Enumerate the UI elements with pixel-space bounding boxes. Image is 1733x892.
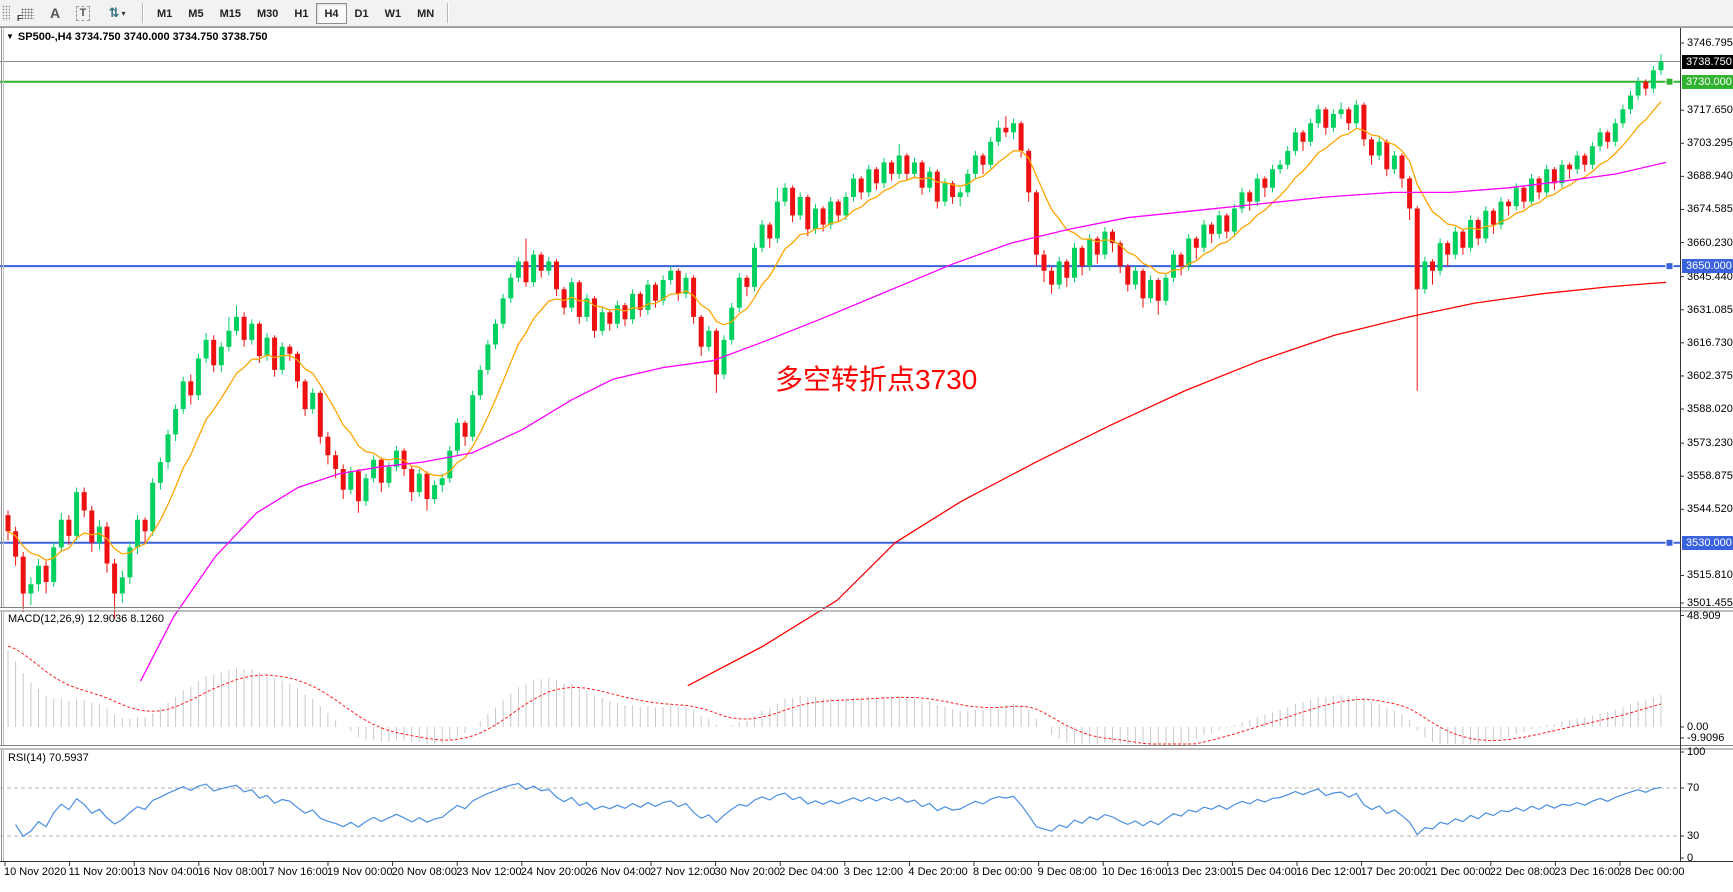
timeframe-m15[interactable]: M15	[212, 3, 249, 24]
macd-histogram	[7, 650, 1662, 744]
ma-mid-magenta[interactable]	[140, 161, 1667, 682]
chart-title[interactable]: ▼ SP500-,H4 3734.750 3740.000 3734.750 37…	[6, 31, 267, 43]
timeframe-h4[interactable]: H4	[316, 2, 347, 24]
dropdown-caret-icon: ▾	[121, 8, 126, 18]
chart-annotation: 多空转折点3730	[775, 364, 978, 395]
ma-slow-red[interactable]	[687, 281, 1667, 687]
hline-3730-handle[interactable]	[1665, 77, 1674, 86]
toolbar: F A T ⇅ ▾ M1 M5 M15 M30 H1 H4 D1 W1 MN	[0, 0, 1733, 27]
timeframe-m5[interactable]: M5	[180, 3, 211, 24]
symbol-dropdown-icon[interactable]: ▼	[6, 32, 14, 41]
ma-fast-orange[interactable]	[7, 101, 1662, 562]
text-label-icon[interactable]: A	[42, 3, 68, 24]
toolbar-separator	[447, 3, 450, 23]
timeframe-h1[interactable]: H1	[286, 3, 316, 24]
timeframe-m30[interactable]: M30	[249, 3, 286, 24]
grid-f-icon[interactable]: F	[14, 3, 40, 24]
timeframe-w1[interactable]: W1	[377, 3, 410, 24]
hline-3650-handle[interactable]	[1665, 262, 1674, 271]
rsi-indicator-label: RSI(14) 70.5937	[8, 752, 89, 764]
rsi-line	[15, 782, 1662, 838]
dotted-grid-icon	[20, 7, 34, 19]
timeframe-m1[interactable]: M1	[149, 3, 180, 24]
bull-candle-wicks	[30, 54, 1662, 605]
macd-indicator-label: MACD(12,26,9) 12.9036 8.1260	[8, 613, 164, 625]
text-box-icon[interactable]: T	[70, 3, 96, 24]
macd-signal-line	[7, 645, 1662, 745]
bull-candle-bodies	[28, 61, 1664, 594]
timeframe-d1[interactable]: D1	[347, 3, 377, 24]
hline-3530-handle[interactable]	[1665, 538, 1674, 547]
cursor-arrows-icon[interactable]: ⇅ ▾	[98, 3, 136, 24]
toolbar-grip[interactable]	[2, 5, 10, 21]
timeframe-mn[interactable]: MN	[409, 3, 442, 24]
symbol-ohlc-text: SP500-,H4 3734.750 3740.000 3734.750 373…	[17, 31, 268, 43]
grid-f-letter: F	[17, 13, 22, 23]
toolbar-separator	[142, 3, 144, 23]
